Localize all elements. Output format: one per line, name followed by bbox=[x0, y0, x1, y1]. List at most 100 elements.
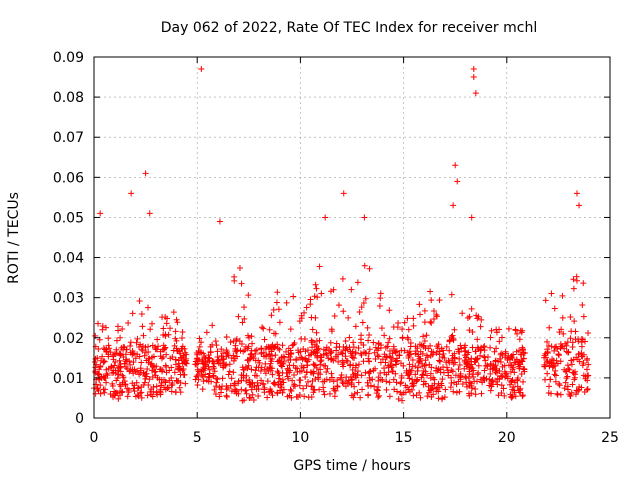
data-point bbox=[339, 275, 346, 282]
data-point bbox=[415, 364, 422, 371]
data-point bbox=[257, 368, 264, 375]
data-point bbox=[137, 390, 144, 397]
data-point bbox=[245, 292, 252, 299]
data-point bbox=[572, 391, 579, 398]
data-point bbox=[322, 347, 329, 354]
data-point bbox=[248, 366, 255, 373]
data-point bbox=[481, 353, 488, 360]
data-point bbox=[404, 384, 411, 391]
data-point bbox=[285, 375, 292, 382]
data-point bbox=[541, 363, 548, 370]
y-axis-ticks: 0 0.01 0.02 0.03 0.04 0.05 0.06 0.07 0.08 0.09 bbox=[53, 50, 610, 427]
data-point bbox=[463, 354, 470, 361]
data-point bbox=[314, 374, 321, 381]
data-point bbox=[498, 382, 505, 389]
data-point bbox=[317, 371, 324, 378]
data-point bbox=[548, 290, 555, 297]
data-point bbox=[255, 382, 262, 389]
data-point bbox=[206, 366, 213, 373]
data-point bbox=[406, 375, 413, 382]
data-point bbox=[318, 354, 325, 361]
data-point bbox=[420, 342, 427, 349]
data-point bbox=[115, 395, 122, 402]
data-point bbox=[334, 383, 341, 390]
data-point bbox=[198, 357, 205, 364]
data-point bbox=[225, 371, 232, 378]
data-point bbox=[138, 359, 145, 366]
data-point bbox=[179, 335, 186, 342]
data-point bbox=[393, 358, 400, 365]
data-point bbox=[488, 327, 495, 334]
data-point bbox=[127, 339, 134, 346]
data-point bbox=[472, 391, 479, 398]
data-point bbox=[440, 347, 447, 354]
data-point bbox=[570, 285, 577, 292]
data-point-outlier bbox=[142, 170, 149, 177]
data-point bbox=[214, 348, 221, 355]
data-point bbox=[196, 343, 203, 350]
data-point bbox=[253, 372, 260, 379]
data-point bbox=[298, 312, 305, 319]
data-point bbox=[364, 324, 371, 331]
data-point bbox=[554, 360, 561, 367]
data-point bbox=[367, 382, 374, 389]
data-point bbox=[150, 353, 157, 360]
data-point bbox=[153, 383, 160, 390]
data-point bbox=[307, 301, 314, 308]
data-point bbox=[393, 361, 400, 368]
data-point bbox=[206, 374, 213, 381]
data-point bbox=[520, 378, 527, 385]
data-point bbox=[478, 316, 485, 323]
data-point bbox=[283, 299, 290, 306]
data-point bbox=[289, 377, 296, 384]
data-point bbox=[477, 376, 484, 383]
data-point bbox=[124, 365, 131, 372]
data-point bbox=[415, 353, 422, 360]
data-point bbox=[413, 392, 420, 399]
data-point bbox=[124, 393, 131, 400]
data-point bbox=[564, 373, 571, 380]
data-point bbox=[145, 343, 152, 350]
data-point bbox=[446, 337, 453, 344]
data-point bbox=[318, 290, 325, 297]
data-point bbox=[216, 393, 223, 400]
data-point bbox=[562, 379, 569, 386]
data-point bbox=[466, 358, 473, 365]
data-point bbox=[162, 379, 169, 386]
data-point bbox=[129, 366, 136, 373]
data-point bbox=[192, 358, 199, 365]
data-point bbox=[449, 368, 456, 375]
data-point bbox=[331, 313, 338, 320]
data-point bbox=[202, 359, 209, 366]
data-point bbox=[405, 336, 412, 343]
data-point bbox=[312, 362, 319, 369]
data-point bbox=[295, 347, 302, 354]
data-point bbox=[466, 327, 473, 334]
data-point bbox=[556, 382, 563, 389]
data-point bbox=[321, 378, 328, 385]
data-point bbox=[508, 394, 515, 401]
data-point bbox=[129, 380, 136, 387]
data-point-outlier bbox=[468, 214, 475, 221]
y-axis-label: ROTI / TECUs bbox=[6, 192, 22, 284]
data-point bbox=[560, 330, 567, 337]
data-point bbox=[194, 382, 201, 389]
data-point bbox=[130, 359, 137, 366]
data-point bbox=[575, 336, 582, 343]
data-point bbox=[130, 370, 137, 377]
data-point bbox=[125, 320, 132, 327]
data-point bbox=[456, 355, 463, 362]
data-point bbox=[149, 320, 156, 327]
data-point bbox=[374, 386, 381, 393]
data-point bbox=[295, 349, 302, 356]
data-point bbox=[425, 383, 432, 390]
data-point-outlier bbox=[198, 66, 205, 73]
data-point bbox=[375, 374, 382, 381]
data-point bbox=[296, 318, 303, 325]
data-point bbox=[275, 306, 282, 313]
data-point bbox=[309, 344, 316, 351]
data-point bbox=[436, 357, 443, 364]
data-point bbox=[547, 376, 554, 383]
data-point-outlier bbox=[340, 190, 347, 197]
